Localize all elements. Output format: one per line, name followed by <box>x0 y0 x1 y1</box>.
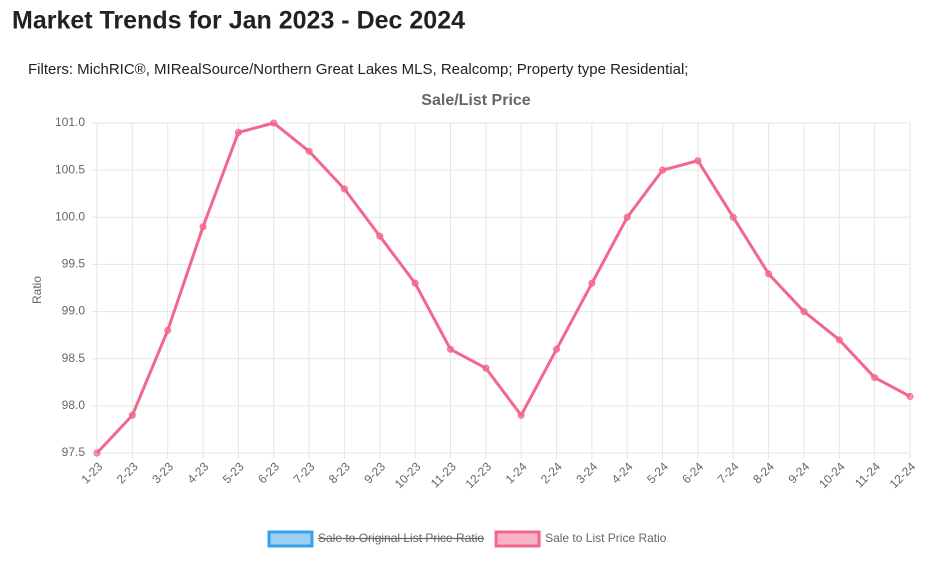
point <box>376 232 384 240</box>
x-tick-label: 6-24 <box>679 459 706 486</box>
y-tick-label: 99.0 <box>62 304 86 318</box>
y-tick-label: 98.5 <box>62 351 86 365</box>
x-tick-label: 12-24 <box>887 459 919 491</box>
x-tick-label: 6-23 <box>255 459 282 486</box>
filters: Filters: MichRIC®, MIRealSource/Northern… <box>28 61 688 78</box>
point <box>765 270 773 278</box>
point <box>305 147 313 155</box>
y-tick-label: 98.0 <box>62 398 86 412</box>
x-tick-label: 1-23 <box>78 459 105 486</box>
x-tick-label: 10-24 <box>816 459 848 491</box>
x-tick-label: 12-23 <box>463 459 495 491</box>
point <box>659 166 667 174</box>
y-tick-label: 99.5 <box>62 257 86 271</box>
x-tick-label: 9-24 <box>785 459 812 486</box>
point <box>411 279 419 287</box>
x-tick-label: 10-23 <box>392 459 424 491</box>
y-tick-label: 101.0 <box>55 115 85 129</box>
y-tick-label: 100.0 <box>55 209 85 223</box>
x-tick-label: 3-23 <box>149 459 176 486</box>
y-tick-label: 97.5 <box>62 445 86 459</box>
x-tick-label: 3-24 <box>573 459 600 486</box>
point <box>93 449 101 457</box>
point <box>270 119 278 127</box>
point <box>199 223 207 231</box>
page-title: Market Trends for Jan 2023 - Dec 2024 <box>12 7 465 35</box>
x-tick-label: 4-24 <box>609 459 636 486</box>
x-tick-label: 5-24 <box>644 459 671 486</box>
x-tick-label: 1-24 <box>503 459 530 486</box>
x-tick-label: 4-23 <box>185 459 212 486</box>
point <box>517 411 525 419</box>
point <box>800 308 808 316</box>
x-tick-label: 9-23 <box>361 459 388 486</box>
point <box>623 213 631 221</box>
x-tick-label: 2-23 <box>114 459 141 486</box>
x-tick-label: 8-23 <box>326 459 353 486</box>
x-tick-label: 2-24 <box>538 459 565 486</box>
line <box>95 121 911 455</box>
x-tick-label: 11-23 <box>428 459 459 490</box>
point <box>482 364 490 372</box>
point <box>553 345 561 353</box>
legend-label[interactable]: Sale to List Price Ratio <box>545 531 667 545</box>
point <box>340 185 348 193</box>
x-tick-label: 7-24 <box>715 459 742 486</box>
legend-swatch <box>494 530 541 548</box>
y-axis-label: Ratio <box>30 276 44 304</box>
point <box>128 411 136 419</box>
point <box>446 345 454 353</box>
point <box>835 336 843 344</box>
point <box>164 326 172 334</box>
x-tick-label: 8-24 <box>750 459 777 486</box>
legend-label[interactable]: Sale to Original List Price Ratio <box>318 531 484 545</box>
x-tick-label: 5-23 <box>220 459 247 486</box>
x-tick-label: 11-24 <box>852 459 883 490</box>
y-tick-label: 100.5 <box>55 162 85 176</box>
point <box>694 157 702 165</box>
legend-swatch <box>267 530 314 548</box>
point <box>906 392 914 400</box>
x-tick-label: 7-23 <box>291 459 318 486</box>
point <box>588 279 596 287</box>
point <box>234 128 242 136</box>
point <box>871 374 879 382</box>
chart-title: Sale/List Price <box>421 92 530 109</box>
point <box>729 213 737 221</box>
